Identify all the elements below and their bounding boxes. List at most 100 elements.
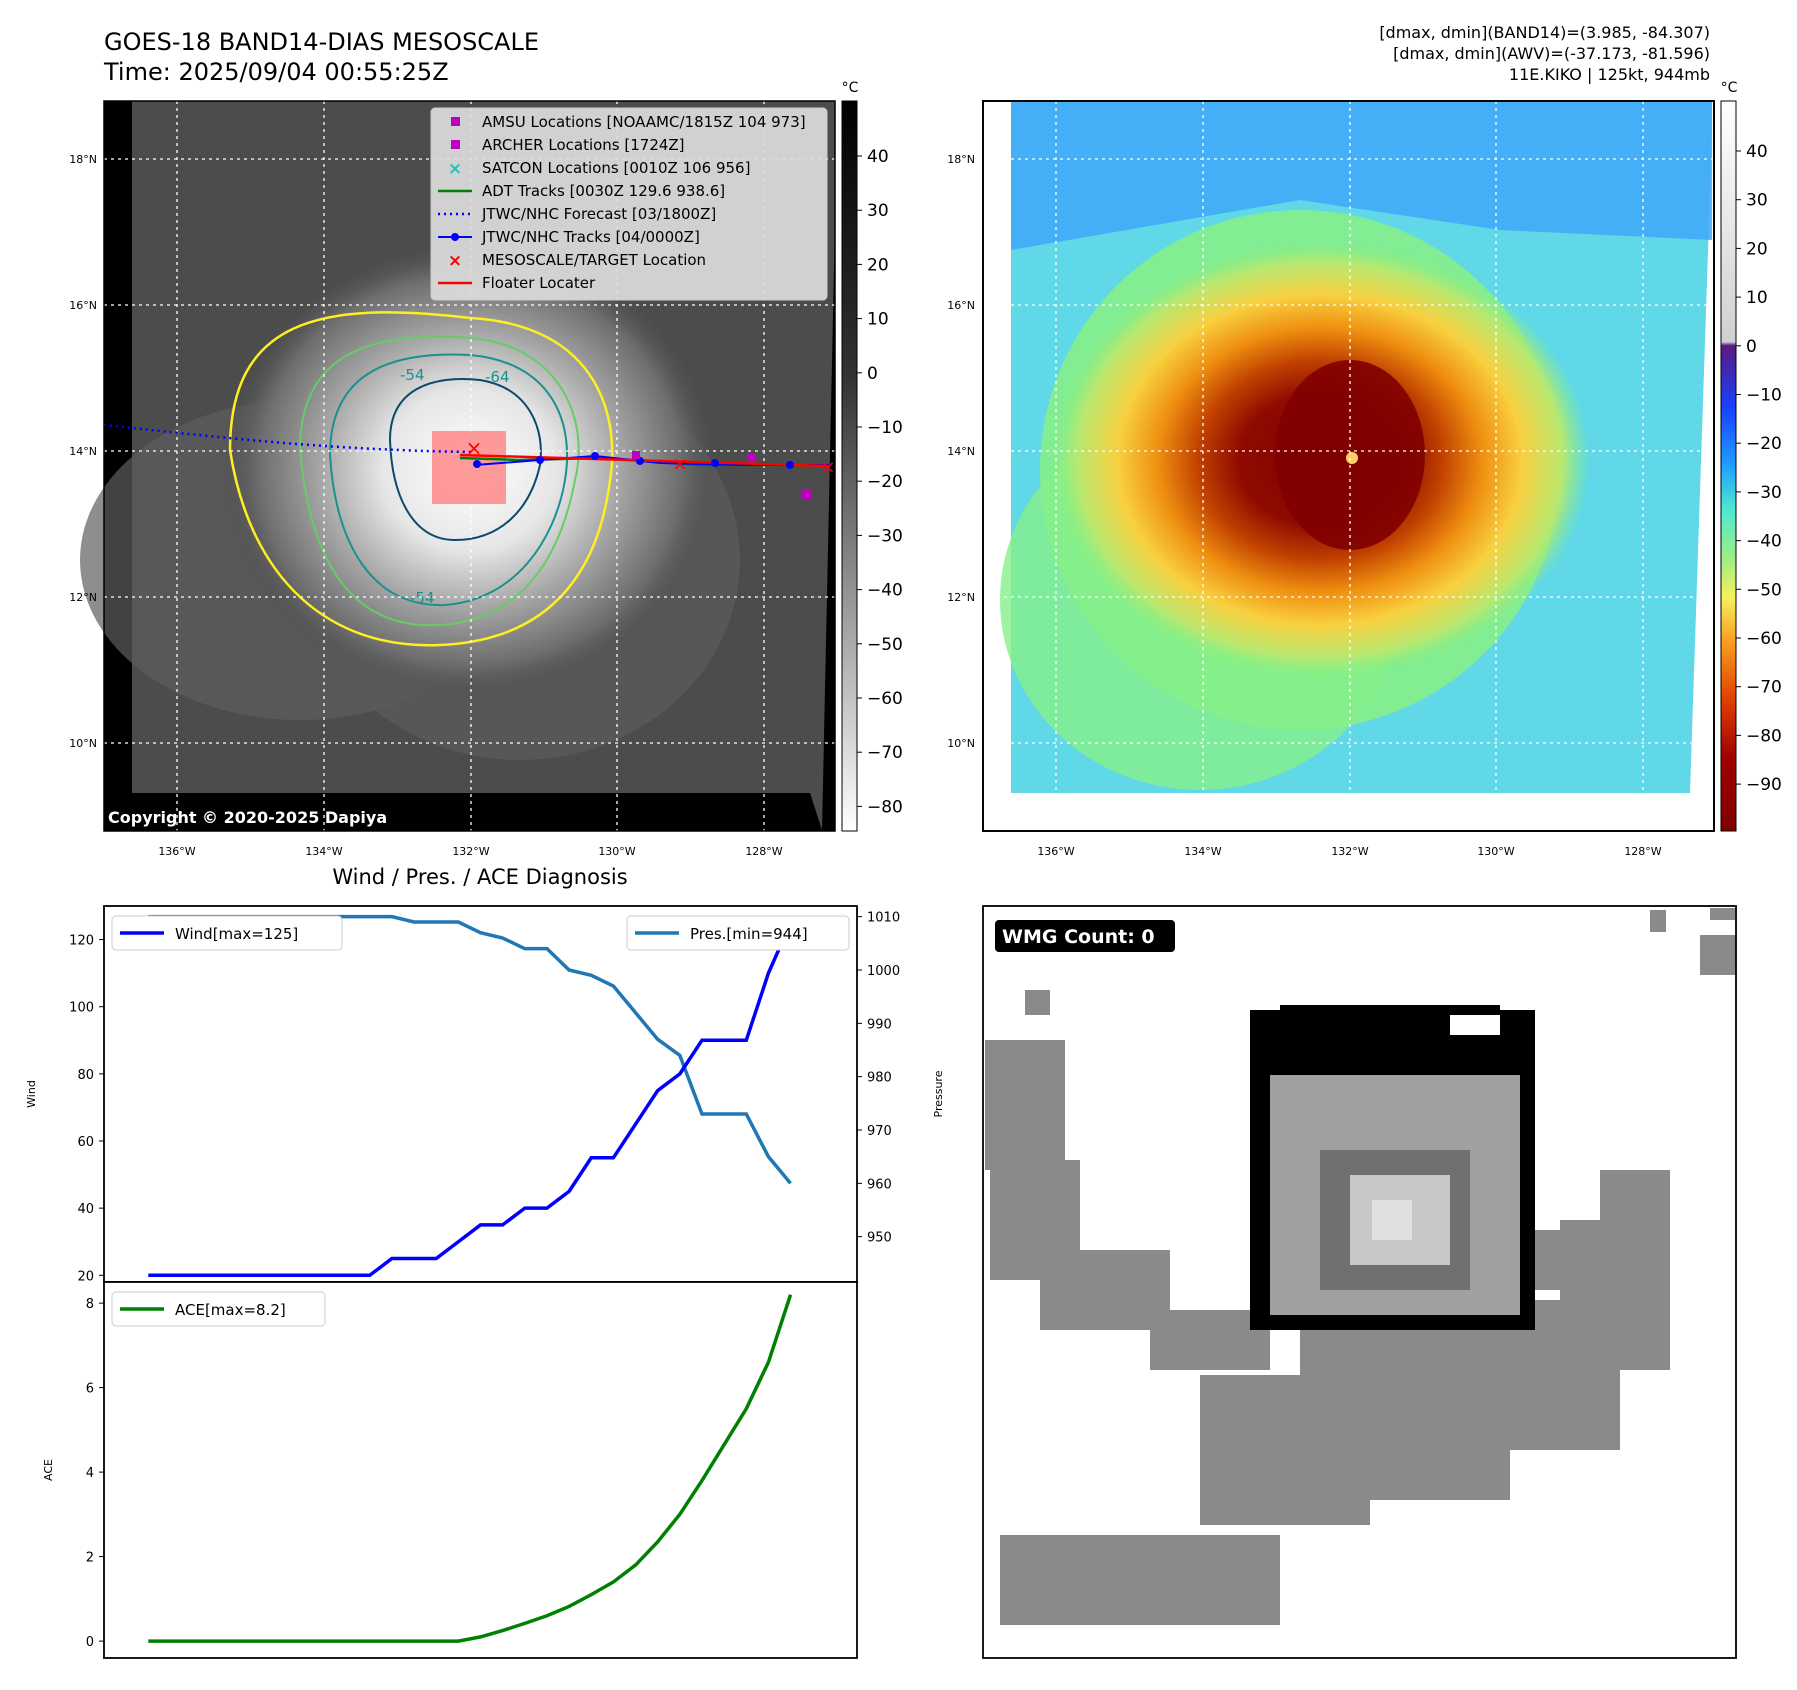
colorbar-tick-label: −20	[867, 472, 903, 492]
axis-tick-label: 2	[86, 1551, 94, 1566]
ir-map-legend: AMSU Locations [NOAAMC/1815Z 104 973] ARC…	[430, 107, 828, 301]
wind-pressure-plot: 120 100 80 60 40 20 1010 1000 990 980 970 960 950 W…	[25, 905, 945, 1284]
axis-tick-label: 0	[86, 1635, 94, 1650]
axis-tick-label: 60	[77, 1135, 94, 1150]
contour-green	[298, 335, 580, 627]
lon-label: 132°W	[452, 845, 489, 858]
colorbar-tick-label: −30	[1746, 483, 1782, 503]
contour-yellow	[228, 311, 614, 647]
info-awv: [dmax, dmin](AWV)=(-37.173, -81.596)	[1393, 44, 1710, 63]
lon-label: 134°W	[305, 845, 342, 858]
axis-tick-label: 970	[867, 1124, 892, 1139]
legend-label: AMSU Locations [NOAAMC/1815Z 104 973]	[482, 113, 806, 131]
legend-label: JTWC/NHC Tracks [04/0000Z]	[481, 228, 700, 246]
legend-dot-marker	[451, 233, 459, 241]
wmg-count-badge	[995, 920, 1175, 952]
ace-plot: 8 6 4 2 0 ACE[max=8.2] ACE	[42, 1281, 858, 1659]
colorbar-tick-label: −40	[867, 581, 903, 601]
colorbar-tick-label: 20	[1746, 239, 1768, 259]
legend-entry: AMSU Locations [NOAAMC/1815Z 104 973]	[451, 113, 806, 131]
legend-label: JTWC/NHC Forecast [03/1800Z]	[481, 205, 716, 223]
legend-entry: × MESOSCALE/TARGET Location	[448, 251, 706, 271]
pressure-legend: Pres.[min=944]	[626, 915, 850, 951]
amsu-markers	[632, 451, 811, 499]
legend-square-marker	[451, 140, 460, 149]
figure-title: GOES-18 BAND14-DIAS MESOSCALE	[104, 28, 539, 56]
axis-tick-label: 1010	[867, 911, 900, 926]
axis-tick-label: 40	[77, 1202, 94, 1217]
contour-label-3: -54	[410, 589, 435, 607]
legend-label: MESOSCALE/TARGET Location	[482, 251, 706, 269]
wind-legend: Wind[max=125]	[111, 915, 343, 951]
colorbar-tick-label: −20	[1746, 434, 1782, 454]
legend-x-marker: ×	[448, 251, 462, 271]
legend-entry: Floater Locater	[438, 274, 596, 292]
ir-colorbar: °C 40 30 20 10 0 −10 −20 −30 −40 −50 −60 −70 −80	[841, 80, 903, 832]
colorbar-tick-label: −40	[1746, 532, 1782, 552]
colorbar-tick-label: −60	[1746, 629, 1782, 649]
wmg-eyewall	[1250, 1005, 1535, 1330]
colorbar-unit: °C	[842, 80, 859, 96]
lat-label: 16°N	[69, 299, 97, 312]
wmg-gray-bands	[985, 908, 1736, 1625]
info-storm: 11E.KIKO | 125kt, 944mb	[1509, 65, 1710, 84]
ace-legend: ACE[max=8.2]	[111, 1291, 326, 1327]
axis-tick-label: 950	[867, 1231, 892, 1246]
colorbar-tick-label: 40	[1746, 142, 1768, 162]
colorbar-tick-label: −70	[867, 743, 903, 763]
svg-text:×: ×	[820, 457, 835, 478]
lat-label: 10°N	[69, 737, 97, 750]
awv-map-panel	[982, 100, 1715, 832]
lat-label: 18°N	[947, 153, 975, 166]
colorbar-tick-label: 10	[1746, 288, 1768, 308]
colorbar-tick-label: 30	[867, 201, 889, 221]
axis-tick-label: 120	[69, 934, 94, 949]
ir-lat-labels: 18°N 16°N 14°N 12°N 10°N	[69, 153, 97, 750]
awv-lon-labels: 136°W 134°W 132°W 130°W 128°W	[1037, 845, 1661, 858]
axis-tick-label: 990	[867, 1017, 892, 1032]
contour-teal	[328, 353, 569, 607]
contour-label-2: -64	[485, 368, 510, 386]
axis-tick-label: 6	[86, 1382, 94, 1397]
wind-series-line	[148, 922, 793, 1278]
axis-tick-label: 1000	[867, 964, 900, 979]
jtwc-forecast-track	[103, 423, 473, 454]
legend-label: Floater Locater	[482, 274, 596, 292]
lat-label: 14°N	[947, 445, 975, 458]
mesoscale-target-marker: ×	[466, 436, 483, 460]
eye	[1346, 452, 1358, 464]
lon-label: 130°W	[598, 845, 635, 858]
lat-label: 18°N	[69, 153, 97, 166]
wind-axis-label: Wind	[25, 1080, 38, 1108]
axis-tick-label: 4	[86, 1466, 94, 1481]
colorbar-tick-label: 40	[867, 147, 889, 167]
colorbar-tick-label: −30	[867, 526, 903, 546]
lat-label: 16°N	[947, 299, 975, 312]
ace-series-line	[148, 1294, 793, 1643]
colorbar-tick-label: −80	[867, 797, 903, 817]
contour-inner	[388, 378, 542, 542]
jtwc-track-points	[473, 452, 794, 469]
pressure-legend-label: Pres.[min=944]	[690, 925, 808, 943]
axis-tick-label: 960	[867, 1177, 892, 1192]
info-band14: [dmax, dmin](BAND14)=(3.985, -84.307)	[1379, 23, 1710, 42]
colorbar-tick-label: 20	[867, 255, 889, 275]
awv-gridlines	[983, 101, 1714, 831]
colorbar-tick-label: 10	[867, 310, 889, 330]
axis-tick-label: 980	[867, 1071, 892, 1086]
colorbar-tick-label: 0	[867, 364, 878, 384]
ace-axis-label: ACE	[42, 1459, 55, 1481]
wmg-count-label: WMG Count: 0	[1002, 926, 1155, 948]
ir-lon-labels: 136°W 134°W 132°W 130°W 128°W	[158, 845, 782, 858]
legend-label: SATCON Locations [0010Z 106 956]	[482, 159, 750, 177]
lat-label: 12°N	[69, 591, 97, 604]
floater-box	[432, 431, 506, 504]
colorbar-tick-label: −50	[867, 635, 903, 655]
lon-label: 136°W	[1037, 845, 1074, 858]
ir-map-panel: -54 -64 -54 × × ×	[80, 100, 836, 832]
lat-label: 14°N	[69, 445, 97, 458]
floater-locater-track	[459, 453, 831, 468]
lon-label: 128°W	[1624, 845, 1661, 858]
contour-label-1: -54	[400, 366, 425, 384]
